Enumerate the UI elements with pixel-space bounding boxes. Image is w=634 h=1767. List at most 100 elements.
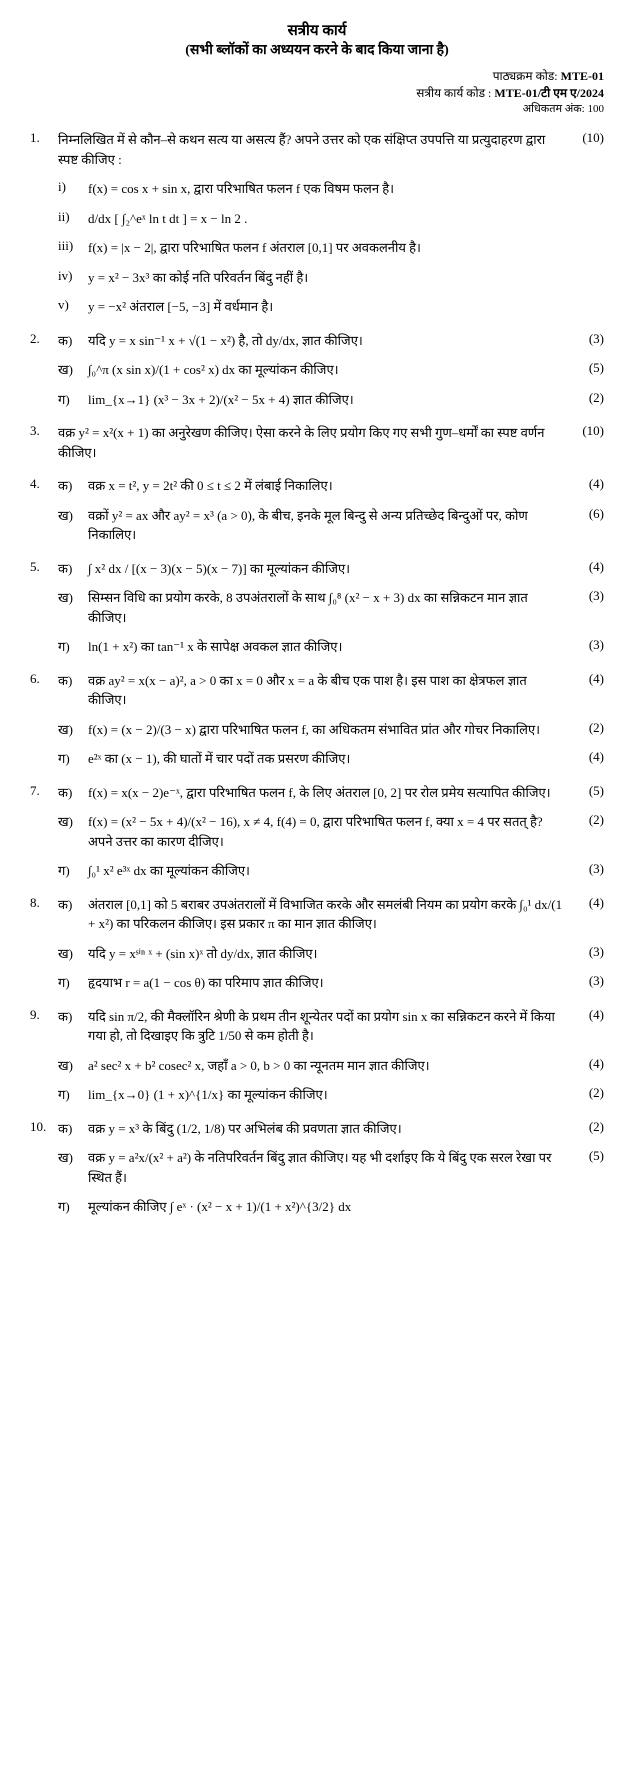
q7a-text: f(x) = x(x − 2)e⁻ˣ, द्वारा परिभाषित फलन … bbox=[88, 783, 568, 803]
q10a-label: क) bbox=[58, 1119, 88, 1137]
q7c-text: ∫₀¹ x² e³ˣ dx का मूल्यांकन कीजिए। bbox=[88, 861, 568, 881]
assign-code-label: सत्रीय कार्य कोड : bbox=[416, 86, 491, 100]
q9c-label: ग) bbox=[58, 1085, 88, 1103]
q7c-marks: (3) bbox=[568, 861, 604, 877]
q8b-label: ख) bbox=[58, 944, 88, 962]
q4b-marks: (6) bbox=[568, 506, 604, 522]
assign-code: MTE-01/टी एम ए/2024 bbox=[494, 86, 604, 100]
q3-text: वक्र y² = x²(x + 1) का अनुरेखण कीजिए। ऐस… bbox=[58, 423, 568, 462]
q2c-label: ग) bbox=[58, 390, 88, 408]
q8a-label: क) bbox=[58, 895, 88, 913]
q4-number: 4. bbox=[30, 476, 58, 492]
q10a-marks: (2) bbox=[568, 1119, 604, 1135]
q1ii-text: d/dx [ ∫₂^eˣ ln t dt ] = x − ln 2 . bbox=[88, 209, 568, 229]
course-code: MTE-01 bbox=[561, 69, 604, 83]
q2c-text: lim_{x→1} (x³ − 3x + 2)/(x² − 5x + 4) ज्… bbox=[88, 390, 568, 410]
q5c-marks: (3) bbox=[568, 637, 604, 653]
q6c-label: ग) bbox=[58, 749, 88, 767]
q5a-text: ∫ x² dx / [(x − 3)(x − 5)(x − 7)] का मूल… bbox=[88, 559, 568, 579]
q1iii-text: f(x) = |x − 2|, द्वारा परिभाषित फलन f अं… bbox=[88, 238, 568, 258]
q5c-label: ग) bbox=[58, 637, 88, 655]
max-marks-label: अधिकतम अंक: bbox=[523, 103, 585, 115]
q10b-text: वक्र y = a²x/(x² + a²) के नतिपरिवर्तन बि… bbox=[88, 1148, 568, 1187]
q2c-marks: (2) bbox=[568, 390, 604, 406]
q6b-text: f(x) = (x − 2)/(3 − x) द्वारा परिभाषित फ… bbox=[88, 720, 568, 740]
q8a-text: अंतराल [0,1] को 5 बराबर उपअंतरालों में व… bbox=[88, 895, 568, 934]
header-meta: पाठ्यक्रम कोड: MTE-01 सत्रीय कार्य कोड :… bbox=[30, 67, 604, 116]
q6c-text: e²ˣ का (x − 1), की घातों में चार पदों तक… bbox=[88, 749, 568, 769]
q2b-text: ∫₀^π (x sin x)/(1 + cos² x) dx का मूल्या… bbox=[88, 360, 568, 380]
q2a-text: यदि y = x sin⁻¹ x + √(1 − x²) है, तो dy/… bbox=[88, 331, 568, 351]
q8b-text: यदि y = xˢⁱⁿ ˣ + (sin x)ˣ तो dy/dx, ज्ञा… bbox=[88, 944, 568, 964]
q9a-marks: (4) bbox=[568, 1007, 604, 1023]
q8c-marks: (3) bbox=[568, 973, 604, 989]
q3-marks: (10) bbox=[568, 423, 604, 439]
q2a-marks: (3) bbox=[568, 331, 604, 347]
q9a-text: यदि sin π/2, की मैक्लॉरिन श्रेणी के प्रथ… bbox=[88, 1007, 568, 1046]
q9b-label: ख) bbox=[58, 1056, 88, 1074]
q7b-text: f(x) = (x² − 5x + 4)/(x² − 16), x ≠ 4, f… bbox=[88, 812, 568, 851]
q1v-label: v) bbox=[58, 297, 88, 313]
q1-text: निम्नलिखित में से कौन–से कथन सत्य या असत… bbox=[58, 130, 568, 169]
q5b-label: ख) bbox=[58, 588, 88, 606]
q9c-text: lim_{x→0} (1 + x)^{1/x} का मूल्यांकन कीज… bbox=[88, 1085, 568, 1105]
q1i-label: i) bbox=[58, 179, 88, 195]
q9a-label: क) bbox=[58, 1007, 88, 1025]
q1i-text: f(x) = cos x + sin x, द्वारा परिभाषित फल… bbox=[88, 179, 568, 199]
doc-title: सत्रीय कार्य bbox=[30, 20, 604, 40]
q8c-text: हृदयाभ r = a(1 − cos θ) का परिमाप ज्ञात … bbox=[88, 973, 568, 993]
q4a-text: वक्र x = t², y = 2t² की 0 ≤ t ≤ 2 में लं… bbox=[88, 476, 568, 496]
q7a-label: क) bbox=[58, 783, 88, 801]
q6b-label: ख) bbox=[58, 720, 88, 738]
q6b-marks: (2) bbox=[568, 720, 604, 736]
q4b-text: वक्रों y² = ax और ay² = x³ (a > 0), के ब… bbox=[88, 506, 568, 545]
q10b-marks: (5) bbox=[568, 1148, 604, 1164]
course-code-label: पाठ्यक्रम कोड: bbox=[493, 69, 558, 83]
q10-number: 10. bbox=[30, 1119, 58, 1135]
q5b-text: सिम्सन विधि का प्रयोग करके, 8 उपअंतरालों… bbox=[88, 588, 568, 627]
q1v-text: y = −x² अंतराल [−5, −3] में वर्धमान है। bbox=[88, 297, 568, 317]
q1iv-text: y = x² − 3x³ का कोई नति परिवर्तन बिंदु न… bbox=[88, 268, 568, 288]
q5-number: 5. bbox=[30, 559, 58, 575]
q5c-text: ln(1 + x²) का tan⁻¹ x के सापेक्ष अवकल ज्… bbox=[88, 637, 568, 657]
q5a-marks: (4) bbox=[568, 559, 604, 575]
q6-number: 6. bbox=[30, 671, 58, 687]
q8a-marks: (4) bbox=[568, 895, 604, 911]
q2b-marks: (5) bbox=[568, 360, 604, 376]
q9b-text: a² sec² x + b² cosec² x, जहाँ a > 0, b >… bbox=[88, 1056, 568, 1076]
q5a-label: क) bbox=[58, 559, 88, 577]
q8c-label: ग) bbox=[58, 973, 88, 991]
q7a-marks: (5) bbox=[568, 783, 604, 799]
q10b-label: ख) bbox=[58, 1148, 88, 1166]
q2b-label: ख) bbox=[58, 360, 88, 378]
q5b-marks: (3) bbox=[568, 588, 604, 604]
q4b-label: ख) bbox=[58, 506, 88, 524]
q1iv-label: iv) bbox=[58, 268, 88, 284]
q9c-marks: (2) bbox=[568, 1085, 604, 1101]
q7-number: 7. bbox=[30, 783, 58, 799]
q6a-label: क) bbox=[58, 671, 88, 689]
q6a-marks: (4) bbox=[568, 671, 604, 687]
doc-subtitle: (सभी ब्लॉकों का अध्ययन करने के बाद किया … bbox=[30, 40, 604, 59]
q8b-marks: (3) bbox=[568, 944, 604, 960]
q9-number: 9. bbox=[30, 1007, 58, 1023]
q3-number: 3. bbox=[30, 423, 58, 439]
q10a-text: वक्र y = x³ के बिंदु (1/2, 1/8) पर अभिलं… bbox=[88, 1119, 568, 1139]
q10c-label: ग) bbox=[58, 1197, 88, 1215]
q7b-marks: (2) bbox=[568, 812, 604, 828]
q6a-text: वक्र ay² = x(x − a)², a > 0 का x = 0 और … bbox=[88, 671, 568, 710]
q1ii-label: ii) bbox=[58, 209, 88, 225]
q1-marks: (10) bbox=[568, 130, 604, 146]
max-marks: 100 bbox=[588, 103, 605, 115]
q8-number: 8. bbox=[30, 895, 58, 911]
q7b-label: ख) bbox=[58, 812, 88, 830]
q1iii-label: iii) bbox=[58, 238, 88, 254]
q10c-text: मूल्यांकन कीजिए ∫ eˣ · (x² − x + 1)/(1 +… bbox=[88, 1197, 568, 1217]
q7c-label: ग) bbox=[58, 861, 88, 879]
q9b-marks: (4) bbox=[568, 1056, 604, 1072]
q2a-label: क) bbox=[58, 331, 88, 349]
q1-number: 1. bbox=[30, 130, 58, 146]
q4a-label: क) bbox=[58, 476, 88, 494]
q2-number: 2. bbox=[30, 331, 58, 347]
q6c-marks: (4) bbox=[568, 749, 604, 765]
